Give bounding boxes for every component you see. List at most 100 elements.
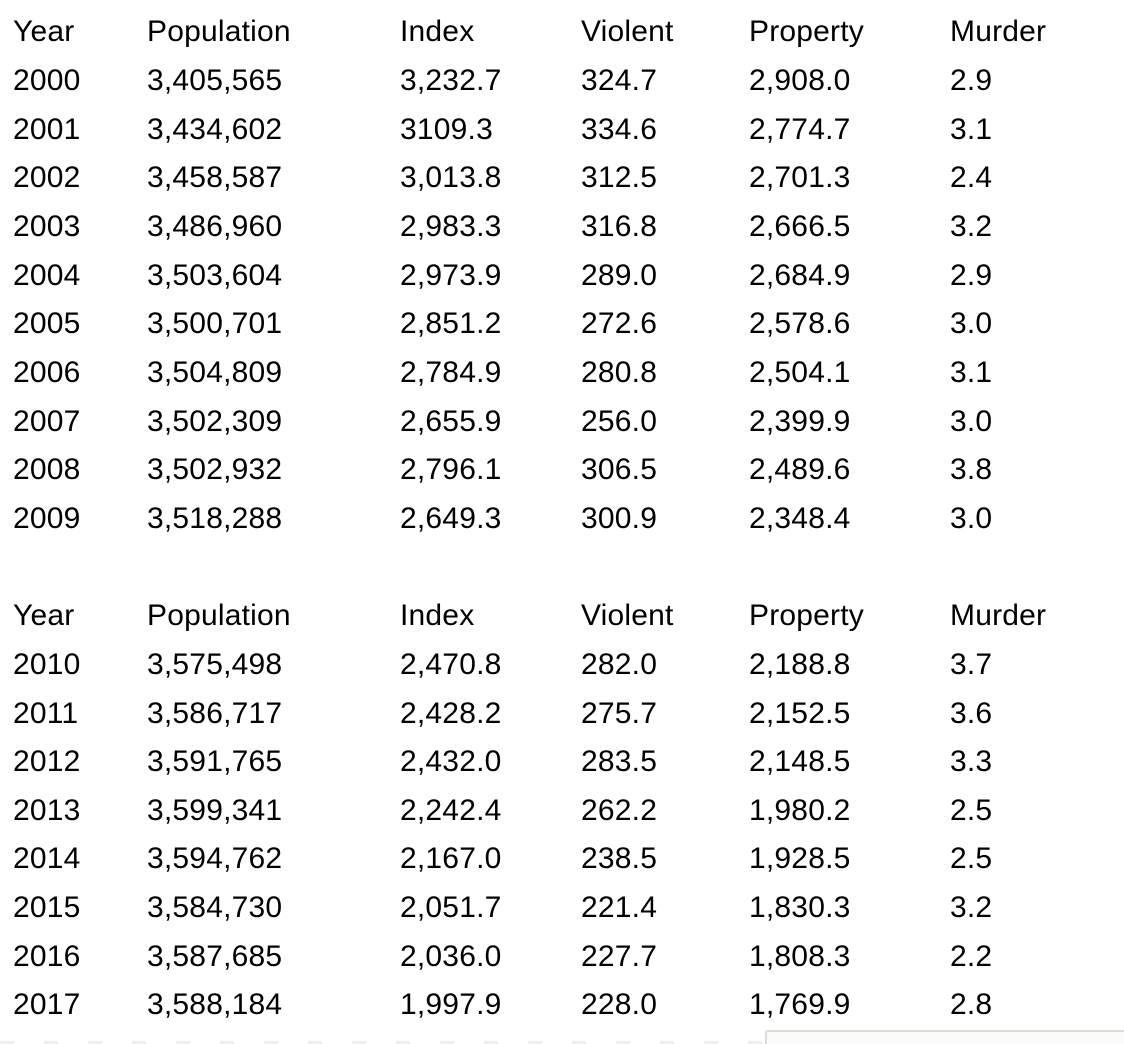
value-cell: 324.7 <box>581 63 658 97</box>
value-cell: 2,148.5 <box>749 745 851 779</box>
value-cell: 3,502,309 <box>147 404 283 438</box>
year-cell: 2006 <box>13 355 81 389</box>
value-cell: 256.0 <box>581 404 658 438</box>
value-cell: 282.0 <box>581 647 658 681</box>
year-cell: 2008 <box>13 453 81 487</box>
value-cell: 280.8 <box>581 355 658 389</box>
value-cell: 2,504.1 <box>749 355 851 389</box>
value-cell: 3.2 <box>950 209 993 243</box>
value-cell: 221.4 <box>581 891 658 925</box>
value-cell: 3,575,498 <box>147 647 283 681</box>
value-cell: 2.9 <box>950 258 993 292</box>
value-cell: 2,152.5 <box>749 696 851 730</box>
value-cell: 3,518,288 <box>147 501 283 535</box>
column-header-property: Property <box>749 599 864 633</box>
value-cell: 2,774.7 <box>749 112 851 146</box>
value-cell: 312.5 <box>581 161 658 195</box>
value-cell: 2,578.6 <box>749 307 851 341</box>
value-cell: 2.2 <box>950 939 993 973</box>
value-cell: 3.7 <box>950 647 993 681</box>
column-header-murder: Murder <box>950 599 1047 633</box>
column-header-index: Index <box>400 15 475 49</box>
column-header-population: Population <box>147 15 291 49</box>
value-cell: 1,769.9 <box>749 988 851 1022</box>
value-cell: 3,586,717 <box>147 696 283 730</box>
year-cell: 2004 <box>13 258 81 292</box>
value-cell: 3.2 <box>950 891 993 925</box>
value-cell: 3,588,184 <box>147 988 283 1022</box>
value-cell: 262.2 <box>581 793 658 827</box>
value-cell: 3.0 <box>950 404 993 438</box>
value-cell: 1,928.5 <box>749 842 851 876</box>
value-cell: 2,973.9 <box>400 258 502 292</box>
year-cell: 2002 <box>13 161 81 195</box>
value-cell: 3,458,587 <box>147 161 283 195</box>
value-cell: 3.6 <box>950 696 993 730</box>
value-cell: 275.7 <box>581 696 658 730</box>
column-header-year: Year <box>13 15 75 49</box>
value-cell: 2,489.6 <box>749 453 851 487</box>
value-cell: 2,908.0 <box>749 63 851 97</box>
year-cell: 2000 <box>13 63 81 97</box>
value-cell: 2,655.9 <box>400 404 502 438</box>
value-cell: 2,051.7 <box>400 891 502 925</box>
value-cell: 3109.3 <box>400 112 493 146</box>
value-cell: 2,784.9 <box>400 355 502 389</box>
value-cell: 289.0 <box>581 258 658 292</box>
value-cell: 3,599,341 <box>147 793 283 827</box>
year-cell: 2003 <box>13 209 81 243</box>
value-cell: 3,504,809 <box>147 355 283 389</box>
value-cell: 238.5 <box>581 842 658 876</box>
column-header-violent: Violent <box>581 599 674 633</box>
column-header-index: Index <box>400 599 475 633</box>
value-cell: 2.4 <box>950 161 993 195</box>
value-cell: 2,666.5 <box>749 209 851 243</box>
value-cell: 2.5 <box>950 842 993 876</box>
cutoff-input-box[interactable] <box>765 1030 1124 1044</box>
value-cell: 2,399.9 <box>749 404 851 438</box>
value-cell: 2,649.3 <box>400 501 502 535</box>
value-cell: 1,997.9 <box>400 988 502 1022</box>
value-cell: 300.9 <box>581 501 658 535</box>
value-cell: 2,188.8 <box>749 647 851 681</box>
value-cell: 2.9 <box>950 63 993 97</box>
column-header-murder: Murder <box>950 15 1047 49</box>
value-cell: 272.6 <box>581 307 658 341</box>
value-cell: 2,036.0 <box>400 939 502 973</box>
column-header-population: Population <box>147 599 291 633</box>
year-cell: 2015 <box>13 891 81 925</box>
value-cell: 227.7 <box>581 939 658 973</box>
value-cell: 228.0 <box>581 988 658 1022</box>
value-cell: 3.1 <box>950 112 993 146</box>
year-cell: 2009 <box>13 501 81 535</box>
year-cell: 2017 <box>13 988 81 1022</box>
year-cell: 2014 <box>13 842 81 876</box>
value-cell: 2,348.4 <box>749 501 851 535</box>
value-cell: 3,591,765 <box>147 745 283 779</box>
value-cell: 3.3 <box>950 745 993 779</box>
value-cell: 3,587,685 <box>147 939 283 973</box>
year-cell: 2011 <box>13 696 79 730</box>
value-cell: 3,503,604 <box>147 258 283 292</box>
clipped-text-artifact <box>0 1041 765 1044</box>
value-cell: 2,242.4 <box>400 793 502 827</box>
value-cell: 3.0 <box>950 307 993 341</box>
value-cell: 2,983.3 <box>400 209 502 243</box>
value-cell: 3,584,730 <box>147 891 283 925</box>
value-cell: 3,500,701 <box>147 307 283 341</box>
value-cell: 3,434,602 <box>147 112 283 146</box>
value-cell: 1,808.3 <box>749 939 851 973</box>
value-cell: 283.5 <box>581 745 658 779</box>
value-cell: 2.5 <box>950 793 993 827</box>
value-cell: 3,405,565 <box>147 63 283 97</box>
value-cell: 316.8 <box>581 209 658 243</box>
year-cell: 2010 <box>13 647 81 681</box>
value-cell: 2.8 <box>950 988 993 1022</box>
value-cell: 1,980.2 <box>749 793 851 827</box>
value-cell: 3,232.7 <box>400 63 502 97</box>
value-cell: 306.5 <box>581 453 658 487</box>
year-cell: 2013 <box>13 793 81 827</box>
value-cell: 3,486,960 <box>147 209 283 243</box>
value-cell: 2,428.2 <box>400 696 502 730</box>
